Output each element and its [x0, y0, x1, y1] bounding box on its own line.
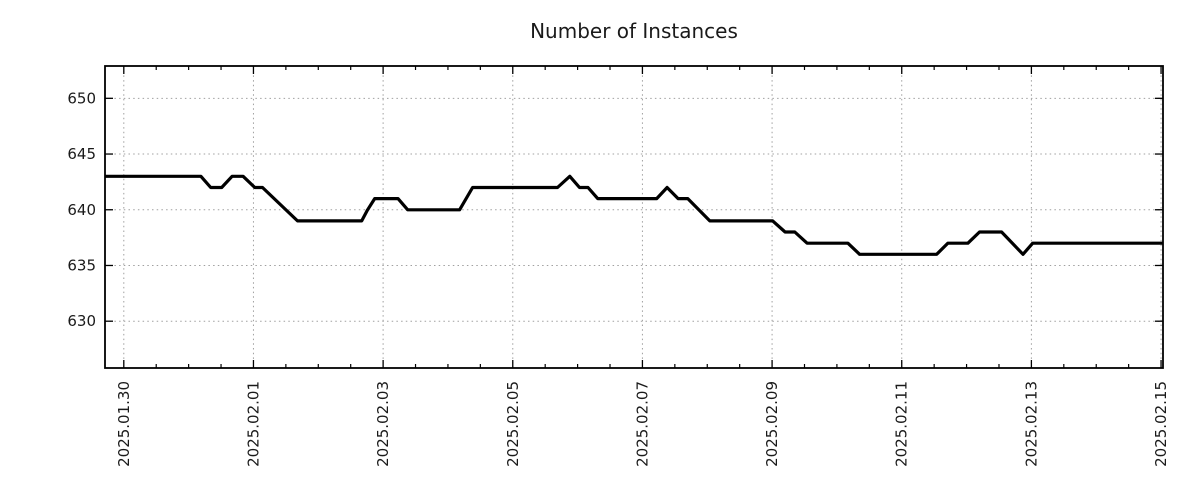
chart-title: Number of Instances — [530, 19, 738, 43]
plot-area: 630 635 640 645 650 2025.01.30 2025.02.01 2025.… — [67, 65, 1170, 467]
x-tick-label: 2025.02.01 — [245, 381, 263, 467]
data-line — [105, 174, 1163, 256]
y-tick-label: 635 — [67, 256, 96, 274]
x-tick-label: 2025.01.30 — [115, 381, 133, 467]
y-tick-label: 645 — [67, 145, 96, 163]
x-tick-label: 2025.02.15 — [1152, 381, 1170, 467]
x-tick-label: 2025.02.09 — [763, 381, 781, 467]
x-tick-label: 2025.02.03 — [374, 381, 392, 467]
x-tick-label: 2025.02.07 — [633, 381, 651, 467]
y-tick-label: 650 — [67, 89, 96, 107]
y-tick-label: 640 — [67, 201, 96, 219]
plot-border — [104, 65, 1164, 369]
x-tick-label: 2025.02.11 — [893, 381, 911, 467]
x-tick-label: 2025.02.13 — [1022, 381, 1040, 467]
x-tick-label: 2025.02.05 — [504, 381, 522, 467]
y-tick-label: 630 — [67, 312, 96, 330]
